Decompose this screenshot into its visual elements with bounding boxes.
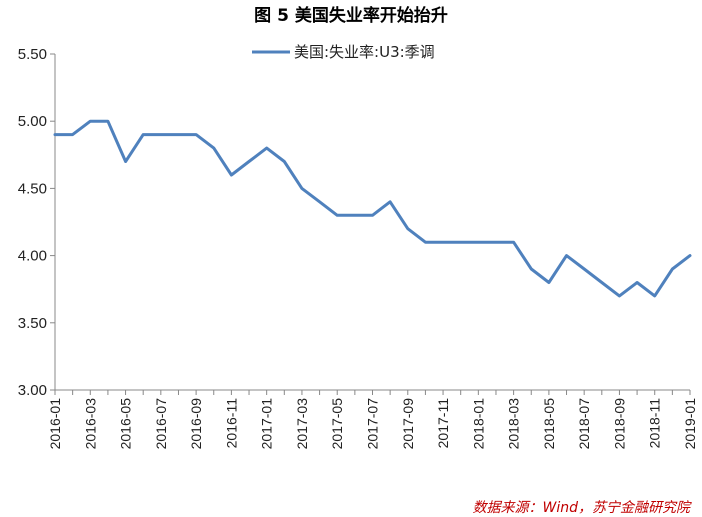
x-tick-label: 2017-03	[294, 398, 310, 450]
legend-label: 美国:失业率:U3:季调	[294, 43, 435, 61]
y-axis: 3.00 3.50 4.00 4.50 5.00 5.50	[18, 46, 56, 399]
x-tick-label: 2016-03	[82, 398, 98, 450]
y-tick-label: 3.50	[18, 315, 47, 332]
x-tick-label: 2018-11	[647, 398, 663, 449]
y-tick-label: 3.00	[18, 382, 47, 399]
x-tick-label: 2017-05	[329, 398, 345, 450]
x-tick-label: 2018-07	[576, 398, 592, 450]
series-line	[53, 119, 692, 298]
x-tick-label: 2016-05	[118, 398, 134, 450]
plot-area	[53, 119, 692, 298]
x-tick-label: 2016-07	[153, 398, 169, 450]
y-tick-label: 5.00	[18, 113, 47, 130]
x-tick-label: 2018-01	[470, 398, 486, 450]
x-tick-label: 2016-11	[223, 398, 239, 449]
x-tick-label: 2018-05	[541, 398, 557, 450]
x-tick-label: 2017-01	[259, 398, 275, 450]
x-tick-label: 2016-09	[188, 398, 204, 450]
x-tick-label: 2018-03	[506, 398, 522, 450]
x-tick-label: 2017-09	[400, 398, 416, 450]
x-tick-label: 2018-09	[611, 398, 627, 450]
source-note: 数据来源：Wind，苏宁金融研究院	[473, 500, 692, 516]
y-tick-label: 4.50	[18, 180, 47, 197]
x-tick-label: 2016-01	[47, 398, 63, 450]
y-tick-label: 5.50	[18, 46, 47, 63]
x-axis: 2016-01 2016-03 2016-05 2016-07 2016-09 2016-…	[47, 389, 698, 450]
chart-title: 图 5 美国失业率开始抬升	[254, 5, 448, 26]
x-tick-label: 2017-11	[435, 398, 451, 449]
x-tick-label: 2019-01	[682, 398, 698, 450]
y-tick-label: 4.00	[18, 248, 47, 265]
x-tick-label: 2017-07	[365, 398, 381, 450]
legend: 美国:失业率:U3:季调	[252, 43, 435, 61]
